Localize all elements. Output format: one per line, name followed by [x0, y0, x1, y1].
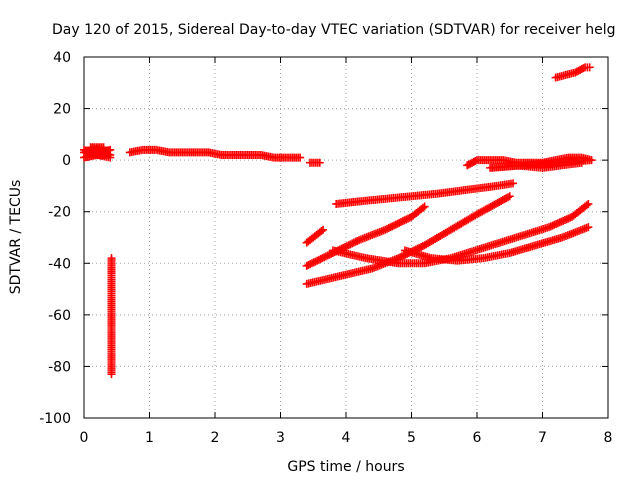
data-point: [106, 153, 115, 162]
data-point: [320, 253, 329, 262]
data-point: [325, 250, 334, 259]
data-point: [582, 201, 591, 210]
y-tick-label: 20: [53, 102, 71, 118]
data-point: [318, 254, 327, 263]
data-point: [306, 260, 315, 269]
series-6: [302, 202, 429, 270]
data-point: [395, 218, 404, 227]
y-tick-label: 40: [53, 50, 71, 66]
data-point: [402, 215, 411, 224]
x-tick-label: 7: [538, 430, 547, 446]
x-tick-label: 4: [342, 430, 351, 446]
series-10: [463, 153, 596, 172]
x-tick-label: 5: [407, 430, 416, 446]
data-point: [509, 179, 518, 188]
data-point: [398, 217, 407, 226]
data-point: [386, 223, 395, 232]
series-2: [305, 158, 324, 167]
x-tick-label: 1: [145, 430, 154, 446]
data-point: [348, 239, 357, 248]
data-point: [344, 241, 353, 250]
data-point: [346, 240, 355, 249]
y-tick-label: -20: [48, 205, 71, 221]
data-point: [585, 63, 594, 72]
data-point: [311, 257, 320, 266]
data-point: [381, 225, 390, 234]
data-point: [321, 252, 330, 261]
data-point: [384, 224, 393, 233]
data-point: [399, 251, 408, 260]
data-point: [349, 238, 358, 247]
data-point: [388, 222, 397, 231]
data-point: [397, 252, 406, 261]
data-point: [307, 259, 316, 268]
y-axis-label: SDTVAR / TECUs: [8, 180, 24, 295]
data-point: [323, 251, 332, 260]
data-point: [317, 227, 326, 236]
data-point: [302, 261, 311, 270]
data-point: [404, 214, 413, 223]
data-point: [351, 237, 360, 246]
tick-group: [83, 56, 609, 419]
x-tick-label: 0: [80, 430, 89, 446]
data-point: [339, 243, 348, 252]
data-point: [579, 64, 588, 73]
series-11: [551, 63, 594, 82]
y-tick-label: -100: [39, 411, 71, 427]
points-group: [80, 63, 596, 379]
x-tick-label: 6: [473, 430, 482, 446]
x-tick-label: 2: [211, 430, 220, 446]
data-point: [418, 203, 427, 212]
data-point: [353, 236, 362, 245]
data-point: [397, 218, 406, 227]
data-point: [504, 193, 513, 202]
x-axis-label: GPS time / hours: [287, 459, 404, 475]
data-point: [420, 202, 429, 211]
data-point: [316, 254, 325, 263]
data-point: [471, 157, 480, 166]
data-point: [505, 192, 514, 201]
data-point: [393, 219, 402, 228]
data-point: [577, 158, 586, 167]
series-1: [125, 145, 305, 162]
series-9: [400, 223, 593, 265]
series-0: [80, 143, 115, 162]
data-point: [417, 242, 426, 251]
x-tick-label: 8: [604, 430, 613, 446]
x-tick-label: 3: [276, 430, 285, 446]
data-point: [584, 199, 593, 208]
data-point: [304, 261, 313, 270]
y-tick-label: 0: [62, 153, 71, 169]
data-point: [314, 255, 323, 264]
series-3: [107, 254, 116, 379]
x-tick-labels: 0 1 2 3 4 5 6 7 8: [80, 430, 613, 446]
y-tick-label: -60: [48, 308, 71, 324]
y-tick-labels: -100 -80 -60 -40 -20 0 20 40: [39, 50, 71, 427]
y-tick-label: -40: [48, 256, 71, 272]
data-point: [584, 223, 593, 232]
data-point: [315, 158, 324, 167]
y-tick-label: -80: [48, 359, 71, 375]
data-point: [309, 258, 318, 267]
grid-group: [83, 56, 609, 419]
chart-title: Day 120 of 2015, Sidereal Day-to-day VTE…: [52, 22, 615, 38]
data-point: [400, 216, 409, 225]
data-point: [296, 153, 305, 162]
series-5: [332, 179, 518, 208]
data-point: [391, 220, 400, 229]
data-point: [319, 225, 328, 234]
series-7: [302, 192, 514, 288]
data-point: [313, 256, 322, 265]
data-point: [415, 243, 424, 252]
data-point: [390, 221, 399, 230]
series-4: [302, 225, 328, 247]
data-point: [107, 370, 116, 379]
data-point: [383, 224, 392, 233]
data-point: [342, 242, 351, 251]
